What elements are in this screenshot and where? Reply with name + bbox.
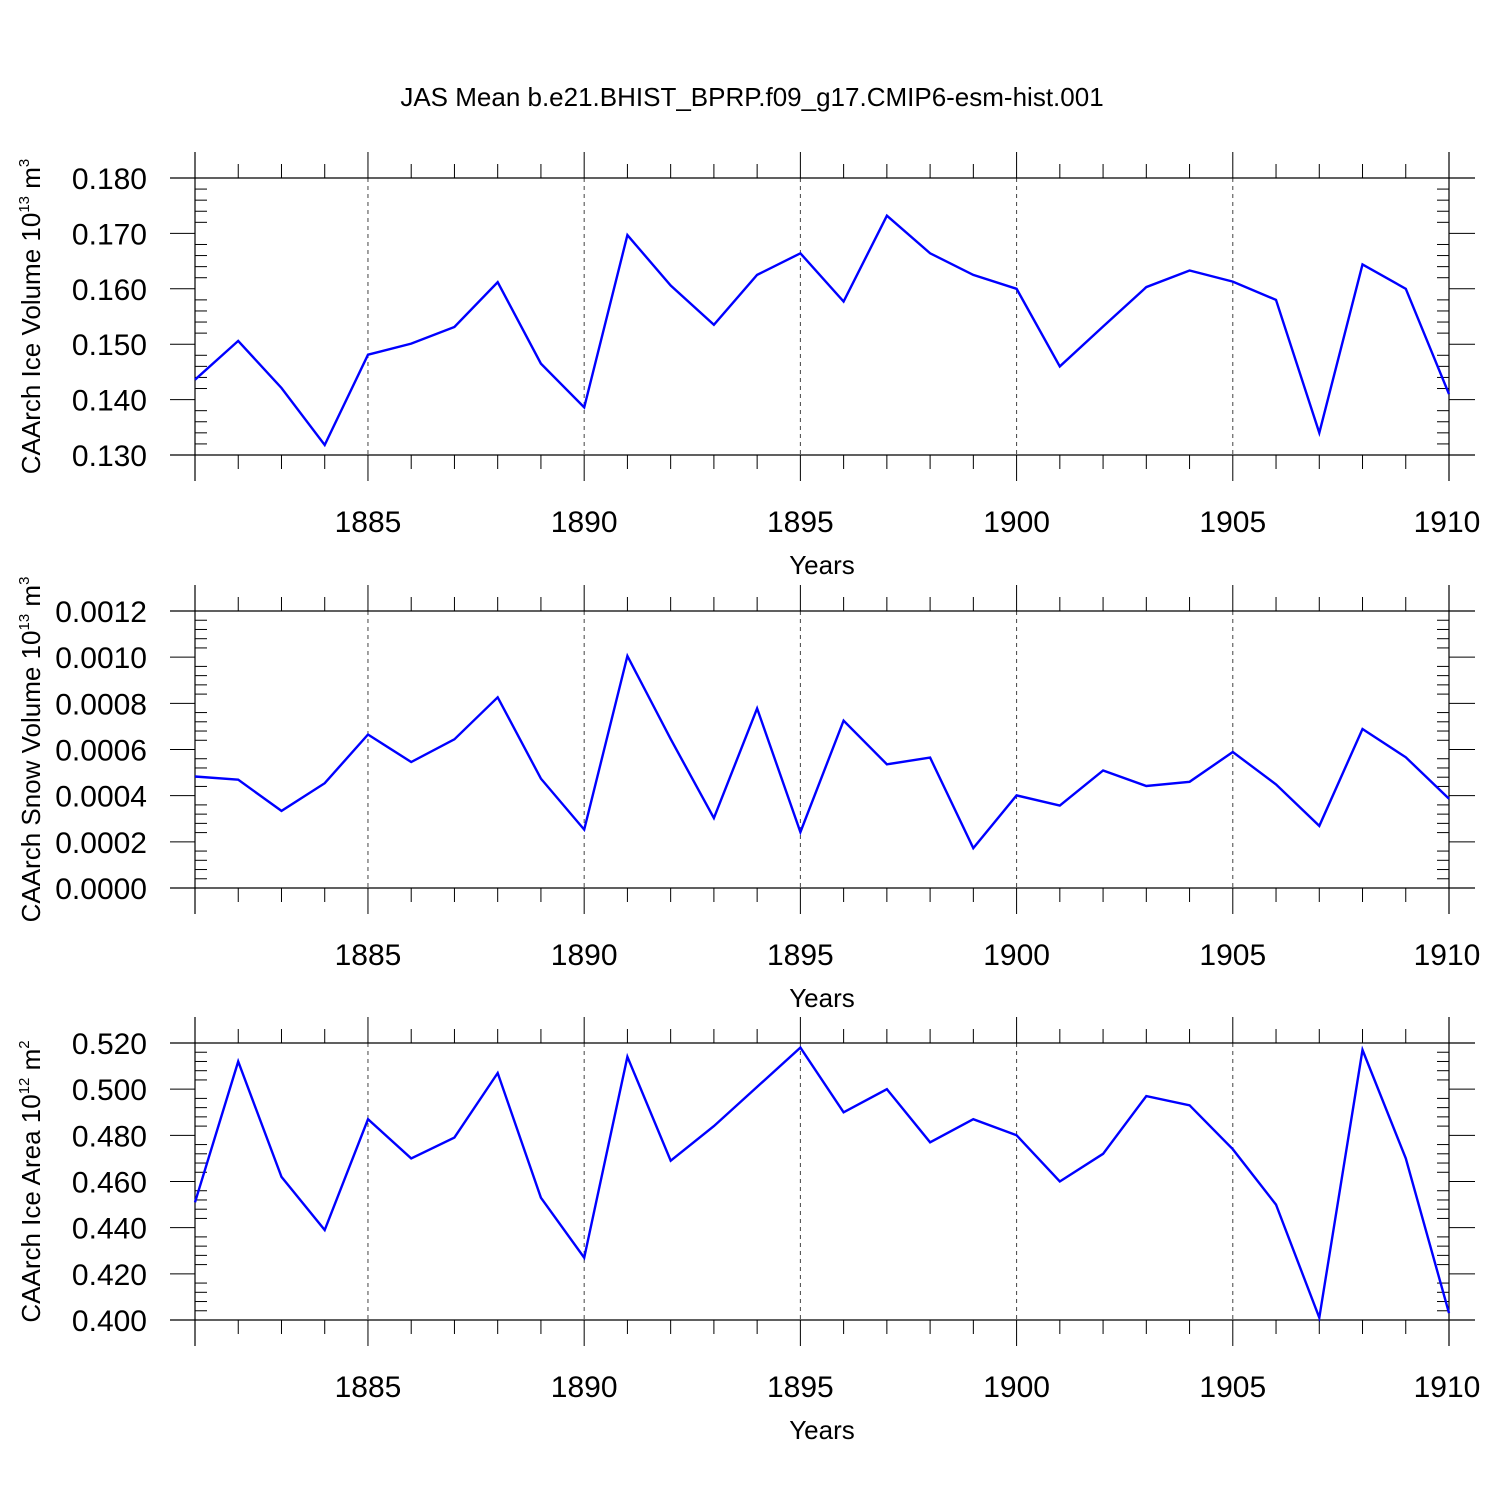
y-tick-label: 0.0004 [55, 781, 147, 814]
x-tick-label: 1885 [335, 939, 402, 972]
series-line [194, 213, 1451, 448]
y-tick-label: 0.130 [72, 440, 147, 473]
panel-1: 0.130 0.140 0.150 0.160 0.170 0.180 1885 1890 18… [16, 152, 1480, 580]
y-tick-label: 0.0000 [55, 873, 147, 906]
y-tick-label: 0.170 [72, 218, 147, 251]
y-tick-label: 0.0008 [55, 688, 147, 721]
y-tick-label: 0.160 [72, 274, 147, 307]
x-tick-label: 1895 [767, 1371, 834, 1404]
y-tick-label: 0.460 [72, 1167, 147, 1200]
y-tick-label: 0.0012 [55, 596, 147, 629]
x-tick-label: 1890 [551, 939, 618, 972]
y-axis-label: CAArch Ice Area 1012 m2 [16, 1040, 46, 1322]
y-tick-label: 0.400 [72, 1305, 147, 1338]
series-line [193, 1045, 1451, 1323]
y-tick-label: 0.480 [72, 1120, 147, 1153]
x-tick-label: 1900 [983, 939, 1050, 972]
x-tick-label: 1900 [983, 1371, 1050, 1404]
panels: 0.130 0.140 0.150 0.160 0.170 0.180 1885 1890 18… [16, 152, 1480, 1445]
x-axis-label: Years [789, 1415, 855, 1445]
x-tick-label: 1905 [1199, 1371, 1266, 1404]
y-tick-label: 0.0002 [55, 827, 147, 860]
y-tick-label: 0.500 [72, 1074, 147, 1107]
y-tick-label: 0.420 [72, 1259, 147, 1292]
panel-2: 0.0000 0.0002 0.0004 0.0006 0.0008 0.0010 0.00… [16, 577, 1480, 1013]
x-axis-label: Years [789, 550, 855, 580]
y-tick-label: 0.140 [72, 385, 147, 418]
x-tick-label: 1905 [1199, 939, 1266, 972]
x-tick-label: 1890 [551, 1371, 618, 1404]
x-tick-label: 1900 [983, 506, 1050, 539]
panel-3: 0.400 0.420 0.440 0.460 0.480 0.500 0.520 1885 1… [16, 1017, 1480, 1445]
x-tick-label: 1910 [1414, 939, 1481, 972]
y-tick-label: 0.440 [72, 1213, 147, 1246]
y-tick-label: 0.150 [72, 329, 147, 362]
x-tick-label: 1905 [1199, 506, 1266, 539]
x-tick-label: 1895 [767, 506, 834, 539]
x-tick-label: 1895 [767, 939, 834, 972]
series-line [194, 652, 1450, 851]
x-axis-label: Years [789, 983, 855, 1013]
y-tick-label: 0.0006 [55, 735, 147, 768]
figure-title: JAS Mean b.e21.BHIST_BPRP.f09_g17.CMIP6-… [400, 82, 1103, 112]
y-tick-label: 0.0010 [55, 642, 147, 675]
x-tick-label: 1910 [1414, 506, 1481, 539]
x-tick-label: 1885 [335, 506, 402, 539]
y-axis-label: CAArch Ice Volume 1013 m3 [16, 159, 46, 475]
x-tick-label: 1910 [1414, 1371, 1481, 1404]
x-tick-label: 1890 [551, 506, 618, 539]
x-tick-label: 1885 [335, 1371, 402, 1404]
y-tick-label: 0.520 [72, 1028, 147, 1061]
y-axis-label: CAArch Snow Volume 1013 m3 [16, 577, 46, 923]
y-tick-label: 0.180 [72, 163, 147, 196]
